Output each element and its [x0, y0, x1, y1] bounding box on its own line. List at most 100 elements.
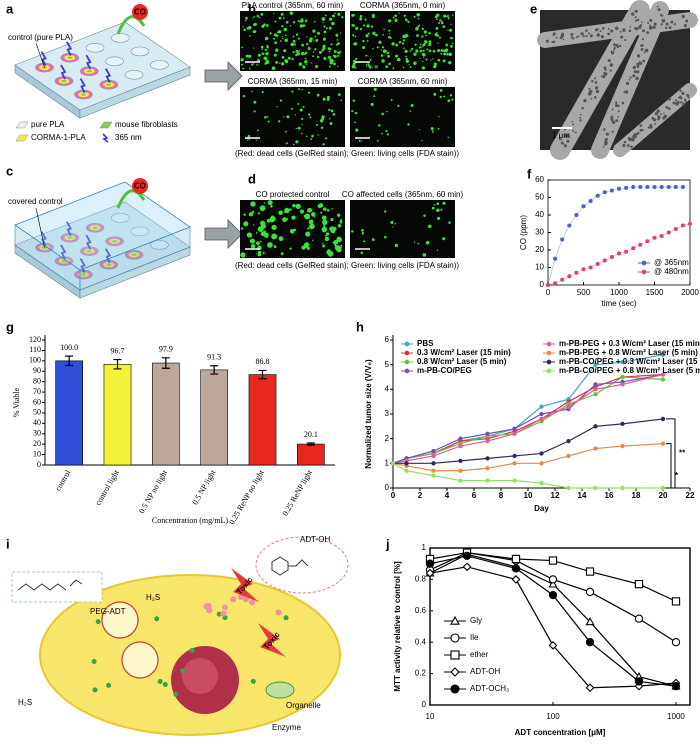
- cell-dot: [291, 90, 294, 93]
- marker: [539, 461, 544, 466]
- y-tick-label: 60: [535, 175, 544, 184]
- scale-label: 200 μm: [245, 249, 272, 258]
- pore: [552, 34, 555, 36]
- cell-dot: [246, 232, 253, 238]
- error-bar: [65, 355, 74, 367]
- cell-dot: [437, 127, 440, 130]
- pore: [633, 70, 637, 74]
- pore: [602, 146, 605, 148]
- pore: [562, 38, 565, 41]
- h2s-label: H₂S: [146, 593, 160, 602]
- marker: [645, 184, 650, 190]
- cell-dot: [283, 49, 287, 53]
- cell-dot: [252, 30, 256, 34]
- cell-dot: [261, 48, 263, 50]
- cell-dot: [259, 240, 262, 243]
- pore: [599, 30, 602, 33]
- marker: [566, 404, 571, 409]
- cell-dot: [261, 223, 267, 229]
- pore: [559, 36, 563, 40]
- cell-dot: [301, 210, 304, 213]
- cell-dot: [287, 56, 291, 60]
- cell-dot: [441, 22, 444, 25]
- cell-dot: [418, 46, 422, 49]
- vesicle: [121, 641, 159, 679]
- pore: [667, 107, 671, 110]
- cell-dot: [354, 66, 358, 70]
- marker: [431, 473, 436, 478]
- cell-dot: [428, 42, 432, 47]
- cell-dot: [336, 213, 341, 217]
- cell-dot: [433, 64, 437, 69]
- pore: [587, 32, 591, 35]
- cell-dot: [401, 42, 405, 45]
- pore: [579, 119, 582, 122]
- x-axis-label: ADT concentration [μM]: [515, 728, 606, 737]
- marker: [680, 223, 685, 228]
- pore: [588, 87, 591, 91]
- pore: [600, 75, 603, 78]
- cell-dot: [387, 54, 391, 58]
- panel-label: j: [385, 536, 390, 551]
- cell-dot: [359, 17, 362, 20]
- cell-dot: [265, 24, 269, 27]
- scale-label: 200 μm: [245, 62, 272, 71]
- y-tick-label: 0: [385, 483, 390, 492]
- cell-dot: [387, 35, 391, 39]
- y-tick-label: 0.6: [415, 606, 427, 615]
- cell-dot: [439, 89, 443, 92]
- pore: [607, 28, 610, 30]
- marker: [652, 184, 657, 190]
- pore: [641, 21, 643, 24]
- cell-dot: [449, 94, 453, 97]
- cell-dot: [297, 37, 300, 40]
- cell-dot: [282, 37, 284, 40]
- cell-dot: [334, 243, 337, 246]
- cell-dot: [319, 50, 323, 54]
- annotation: *: [675, 471, 679, 480]
- pore: [614, 26, 619, 31]
- cell-dot: [242, 95, 246, 98]
- cell-dot: [311, 239, 314, 242]
- marker: [458, 458, 463, 464]
- cell-dot: [366, 40, 369, 42]
- cell-dot: [263, 232, 269, 238]
- cell-dot: [240, 58, 244, 62]
- cell-dot: [437, 42, 439, 44]
- co-badge: [132, 178, 148, 194]
- cell-dot: [388, 29, 391, 32]
- cell-dot: [337, 54, 340, 57]
- marker: [595, 193, 600, 198]
- cell-dot: [309, 223, 315, 230]
- cell-dot: [301, 123, 303, 126]
- cell-dot: [303, 215, 307, 218]
- pore: [635, 76, 639, 81]
- marker: [511, 554, 521, 564]
- marker: [609, 188, 614, 193]
- marker: [485, 438, 490, 444]
- cell-dot: [397, 104, 400, 107]
- pore: [597, 28, 600, 30]
- pore: [602, 74, 606, 79]
- marker: [458, 478, 463, 483]
- cell-dot: [365, 34, 369, 38]
- y-axis-label: Normalized tumor size (V/V₀): [364, 359, 373, 469]
- marker: [660, 416, 666, 422]
- cell-dot: [371, 238, 375, 241]
- marker: [512, 453, 517, 459]
- marker: [581, 204, 586, 209]
- pore: [637, 18, 640, 22]
- cell-dot: [260, 45, 264, 49]
- pore: [680, 97, 683, 100]
- pore: [659, 13, 662, 16]
- cell-dot: [443, 95, 446, 98]
- pore: [686, 93, 689, 97]
- well: [105, 56, 124, 67]
- y-tick-label: 30: [535, 228, 544, 237]
- marker: [687, 221, 693, 226]
- pore: [652, 25, 656, 29]
- pore: [663, 112, 665, 115]
- cell-dot: [326, 95, 330, 100]
- pore: [654, 122, 657, 125]
- well: [150, 240, 169, 250]
